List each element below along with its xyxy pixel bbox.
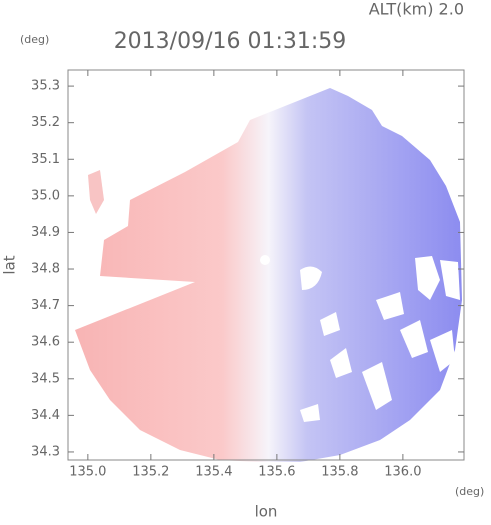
y-tick-label: 34.3	[31, 444, 60, 459]
y-unit: (deg)	[20, 33, 49, 46]
y-tick-label: 35.1	[31, 152, 60, 167]
y-tick-label: 34.6	[31, 335, 60, 350]
y-tick-label: 34.4	[31, 408, 60, 423]
plot-frame	[67, 69, 465, 461]
altitude-label: ALT(km) 2.0	[369, 0, 464, 19]
x-tick-label: 135.0	[69, 465, 106, 480]
chart-title: 2013/09/16 01:31:59	[114, 29, 347, 54]
x-unit: (deg)	[455, 485, 484, 498]
x-tick-label: 136.0	[384, 465, 421, 480]
y-axis-label: lat	[1, 255, 19, 274]
x-tick-label: 135.4	[195, 465, 232, 480]
y-tick-label: 34.8	[31, 262, 60, 277]
x-axis-label: lon	[255, 503, 278, 521]
x-tick-label: 135.6	[258, 465, 295, 480]
y-tick-label: 34.9	[31, 225, 60, 240]
y-tick-label: 34.5	[31, 371, 60, 386]
y-tick-label: 34.7	[31, 298, 60, 313]
x-tick-label: 135.8	[321, 465, 358, 480]
y-tick-label: 35.3	[31, 79, 60, 94]
y-tick-label: 35.2	[31, 115, 60, 130]
y-tick-label: 35.0	[31, 188, 60, 203]
radar-field	[75, 88, 462, 462]
x-tick-label: 135.2	[132, 465, 169, 480]
